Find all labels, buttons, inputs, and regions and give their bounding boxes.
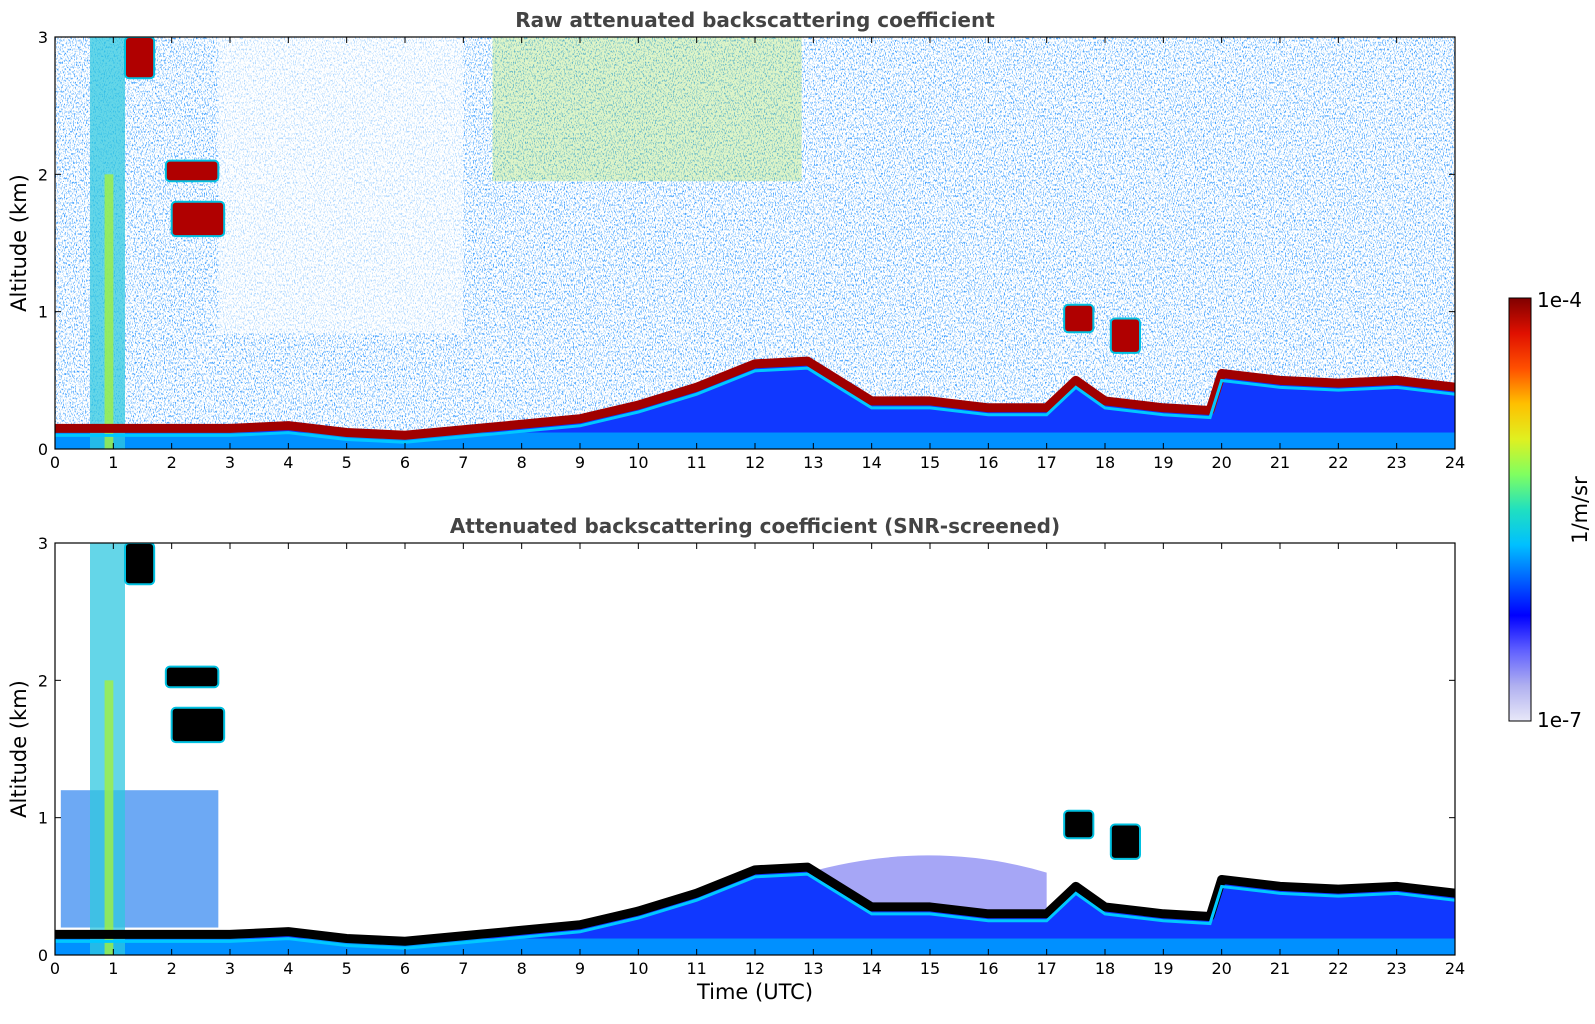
x-tick-label: 1	[108, 959, 118, 978]
boundary-layer-fill	[55, 867, 1455, 955]
x-tick-label: 17	[1036, 453, 1056, 472]
x-tick-label: 10	[628, 959, 648, 978]
x-tick-label: 13	[803, 453, 823, 472]
colorbar: 1e-4 1e-7 1/m/sr	[1508, 288, 1592, 732]
x-tick-label: 3	[225, 959, 235, 978]
x-tick-label: 4	[283, 959, 293, 978]
panel-raw: 0 1 2 3 4 5 6 7 8 9 10 11 12 13 14 15 16 17 18 19 20 21 22 23 24…	[7, 8, 1465, 472]
x-tick-label: 5	[342, 453, 352, 472]
heatmap-image	[55, 37, 1455, 449]
cloud-layer-1	[164, 665, 220, 689]
x-tick-label: 23	[1386, 453, 1406, 472]
panel-snr-screened: 0 1 2 3 4 5 6 7 8 9 10 11 12 13 14 15 16 17 18 19 20 21 22 23 24…	[7, 514, 1465, 1004]
cloud-layer-4	[1109, 823, 1142, 860]
y-axis-label: Altitude (km)	[7, 680, 31, 818]
y-tick-label: 2	[38, 671, 48, 690]
x-tick-label: 24	[1445, 959, 1465, 978]
solar-noise-region	[492, 37, 802, 182]
y-tick-label: 1	[38, 303, 48, 322]
x-tick-label: 7	[458, 959, 468, 978]
y-axis-label: Altitude (km)	[7, 174, 31, 312]
x-tick-label: 5	[342, 959, 352, 978]
x-tick-label: 12	[745, 959, 765, 978]
colorbar-min-label: 1e-7	[1537, 708, 1582, 732]
y-tick-label: 2	[38, 165, 48, 184]
x-tick-label: 20	[1211, 959, 1231, 978]
cloud-layer-2	[170, 706, 226, 744]
x-tick-label: 8	[517, 453, 527, 472]
x-tick-label: 6	[400, 453, 410, 472]
x-tick-label: 20	[1211, 453, 1231, 472]
x-tick-label: 1	[108, 453, 118, 472]
x-tick-label: 3	[225, 453, 235, 472]
cloud-layer-3	[1063, 303, 1095, 334]
x-tick-label: 13	[803, 959, 823, 978]
cloud-layer-0	[124, 543, 156, 586]
y-tick-label: 0	[38, 440, 48, 459]
x-tick-label: 19	[1153, 453, 1173, 472]
x-tick-label: 10	[628, 453, 648, 472]
morning-aerosol-layer	[60, 790, 219, 928]
x-tick-label: 15	[920, 959, 940, 978]
y-tick-label: 3	[38, 534, 48, 553]
x-tick-label: 8	[517, 959, 527, 978]
colorbar-gradient	[1508, 297, 1532, 722]
x-tick-label: 16	[978, 453, 998, 472]
x-tick-label: 12	[745, 453, 765, 472]
x-tick-label: 14	[861, 453, 881, 472]
x-tick-label: 2	[167, 453, 177, 472]
cloud-layer-0	[124, 37, 156, 80]
cloud-layer-4	[1109, 317, 1142, 354]
boundary-layer-fill	[55, 361, 1455, 449]
x-tick-label: 24	[1445, 453, 1465, 472]
x-tick-label: 23	[1386, 959, 1406, 978]
x-tick-label: 21	[1270, 453, 1290, 472]
low-signal-region	[218, 37, 464, 334]
boundary-layer-top-line	[55, 356, 1455, 440]
x-tick-label: 9	[575, 453, 585, 472]
x-tick-label: 14	[861, 959, 881, 978]
colorbar-max-label: 1e-4	[1537, 288, 1582, 312]
x-tick-label: 0	[50, 453, 60, 472]
x-tick-label: 16	[978, 959, 998, 978]
x-tick-label: 2	[167, 959, 177, 978]
y-tick-label: 0	[38, 946, 48, 965]
boundary-layer-edge	[55, 366, 1455, 444]
y-tick-label: 3	[38, 28, 48, 47]
x-tick-label: 7	[458, 453, 468, 472]
x-tick-label: 6	[400, 959, 410, 978]
precipitation-core	[104, 174, 114, 449]
boundary-layer-edge	[55, 872, 1455, 950]
panel-title: Attenuated backscattering coefficient (S…	[450, 514, 1060, 538]
cloud-layer-2	[170, 200, 226, 238]
x-tick-label: 18	[1095, 959, 1115, 978]
x-tick-label: 19	[1153, 959, 1173, 978]
x-tick-label: 9	[575, 959, 585, 978]
x-tick-label: 4	[283, 453, 293, 472]
x-axis-label: Time (UTC)	[696, 980, 813, 1004]
x-tick-label: 22	[1328, 453, 1348, 472]
x-tick-label: 17	[1036, 959, 1056, 978]
cloud-layer-1	[164, 159, 220, 183]
x-tick-label: 11	[686, 959, 706, 978]
x-tick-label: 11	[686, 453, 706, 472]
precipitation-core	[104, 680, 114, 955]
x-tick-label: 22	[1328, 959, 1348, 978]
panel-title: Raw attenuated backscattering coefficien…	[515, 8, 995, 32]
boundary-layer-top-line	[55, 862, 1455, 946]
colorbar-unit-label: 1/m/sr	[1568, 476, 1592, 544]
x-tick-label: 18	[1095, 453, 1115, 472]
x-tick-label: 21	[1270, 959, 1290, 978]
y-tick-label: 1	[38, 809, 48, 828]
cloud-layer-3	[1063, 809, 1095, 840]
heatmap-image	[55, 543, 1455, 955]
x-tick-label: 0	[50, 959, 60, 978]
x-tick-label: 15	[920, 453, 940, 472]
